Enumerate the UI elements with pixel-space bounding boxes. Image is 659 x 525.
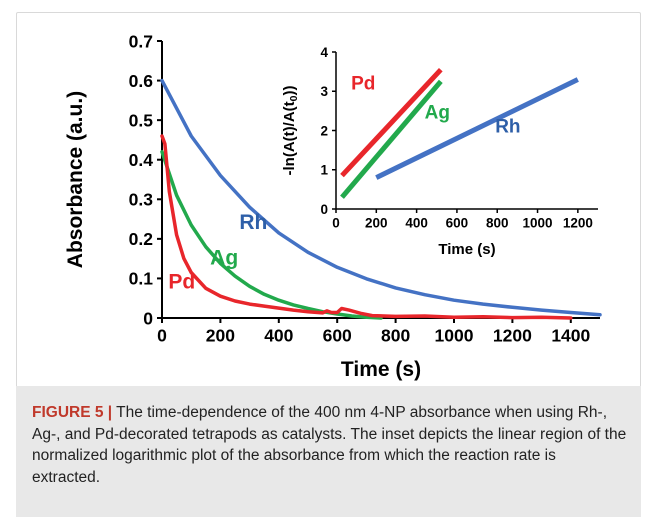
main-x-tick-label: 1000	[435, 326, 474, 346]
main-y-tick-label: 0.5	[129, 110, 154, 130]
main-series-line-pd	[160, 134, 573, 320]
inset-y-axis-title: -ln(A(t)/A(t0))	[281, 86, 300, 176]
inset-y-axis-title-subscript: 0	[288, 95, 300, 101]
inset-y-tick-label: 0	[320, 202, 328, 217]
main-x-axis-title: Time (s)	[341, 358, 421, 381]
main-y-tick-label: 0.2	[129, 229, 154, 249]
main-x-tick-label: 1200	[493, 326, 532, 346]
inset-series-line-ag	[340, 79, 443, 199]
inset-x-tick-label: 600	[446, 216, 469, 231]
main-y-tick-label: 0.7	[129, 31, 153, 51]
caption-band	[16, 386, 641, 517]
main-x-tick-label: 800	[381, 326, 410, 346]
main-y-tick-label: 0.3	[129, 190, 154, 210]
inset-y-tick-label: 4	[320, 45, 328, 60]
caption-label: FIGURE 5 |	[32, 404, 113, 421]
inset-y-tick-label: 3	[320, 84, 328, 99]
inset-series-line-pd	[340, 67, 443, 178]
figure-caption: FIGURE 5 | The time-dependence of the 40…	[32, 402, 628, 488]
main-series-line-rh	[160, 78, 602, 317]
inset-series-label-rh: Rh	[495, 116, 520, 137]
main-y-tick-label: 0.1	[129, 269, 154, 289]
inset-x-tick-label: 800	[486, 216, 509, 231]
main-x-tick-label: 600	[323, 326, 352, 346]
main-x-tick-label: 1400	[551, 326, 590, 346]
inset-series-label-pd: Pd	[351, 73, 375, 94]
inset-series-label-ag: Ag	[425, 103, 450, 124]
inset-series-line-rh	[375, 77, 579, 180]
inset-x-tick-label: 200	[365, 216, 388, 231]
inset-x-tick-label: 1000	[523, 216, 553, 231]
main-series-label-rh: Rh	[239, 211, 267, 234]
caption-text: The time-dependence of the 400 nm 4-NP a…	[32, 404, 627, 486]
inset-x-tick-label: 1200	[563, 216, 593, 231]
inset-x-tick-label: 0	[332, 216, 340, 231]
inset-y-axis-title-part: ))	[281, 86, 298, 96]
main-series-label-ag: Ag	[210, 247, 238, 270]
main-series-line-ag	[160, 150, 383, 320]
main-y-tick-label: 0.4	[129, 150, 154, 170]
main-x-tick-label: 200	[206, 326, 235, 346]
main-y-tick-label: 0	[143, 308, 153, 328]
inset-y-tick-label: 1	[320, 163, 328, 178]
main-y-tick-label: 0.6	[129, 71, 154, 91]
inset-y-tick-label: 2	[320, 123, 328, 138]
main-x-tick-label: 0	[157, 326, 167, 346]
inset-x-axis-title: Time (s)	[438, 241, 495, 258]
inset-x-tick-label: 400	[405, 216, 428, 231]
main-x-tick-label: 400	[264, 326, 293, 346]
inset-y-axis-title-part: -ln(A(t)/A(t	[281, 101, 298, 175]
main-y-axis-title: Absorbance (a.u.)	[64, 91, 87, 268]
main-series-label-pd: Pd	[168, 270, 195, 293]
